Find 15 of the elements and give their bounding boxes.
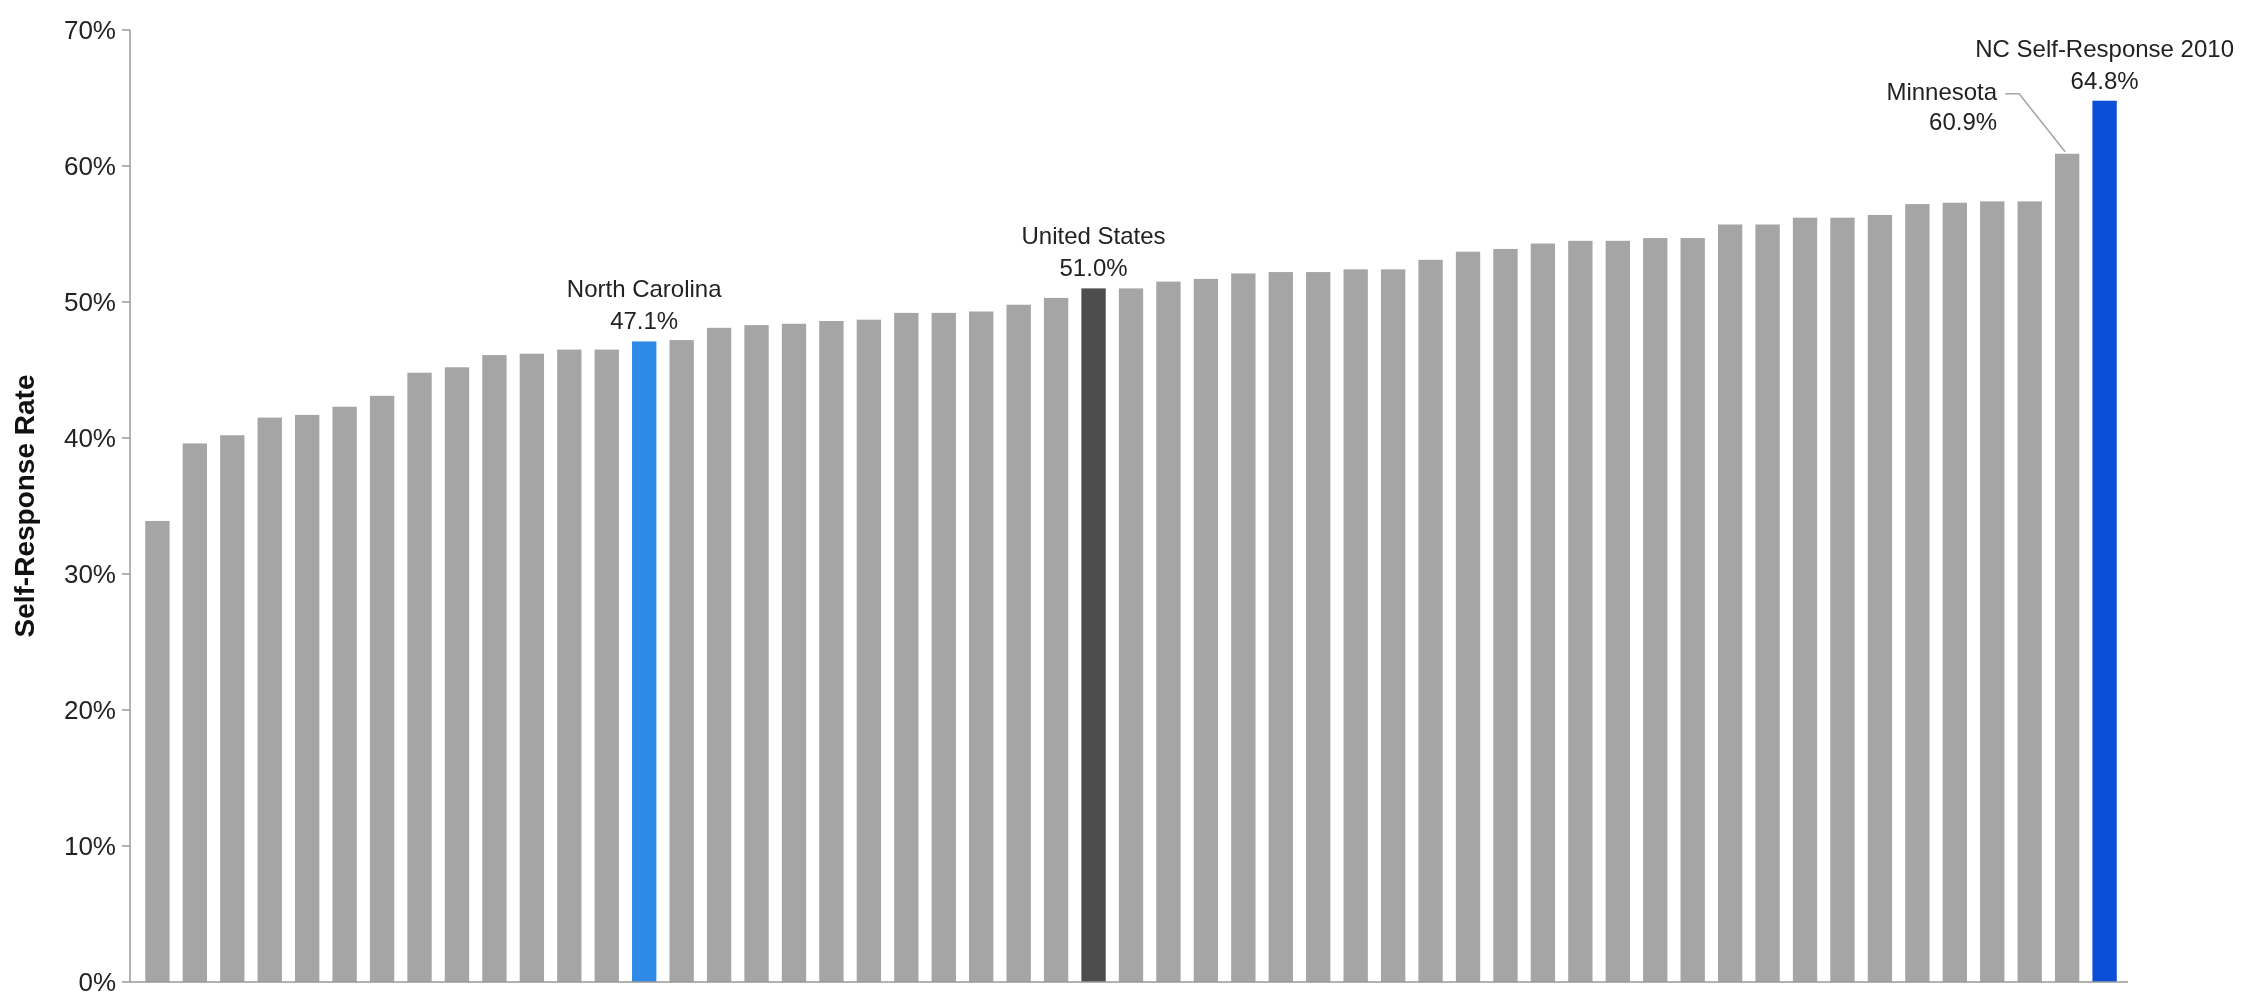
y-tick-label: 10% [63, 831, 116, 862]
bar [1081, 288, 1106, 982]
y-tick-label: 70% [63, 15, 116, 46]
y-tick-label: 60% [63, 151, 116, 182]
y-tick-label: 0% [78, 967, 116, 998]
bar [2092, 100, 2117, 982]
y-tick-label: 50% [63, 287, 116, 318]
y-tick-label: 20% [63, 695, 116, 726]
y-tick-label: 40% [63, 423, 116, 454]
y-tick-label: 30% [63, 559, 116, 590]
data-label: United States 51.0% [1021, 222, 1166, 282]
data-label: Minnesota 60.9% [1886, 77, 1998, 135]
bar [632, 341, 657, 982]
data-label: North Carolina 47.1% [566, 275, 723, 335]
y-axis-title: Self-Response Rate [9, 374, 40, 638]
